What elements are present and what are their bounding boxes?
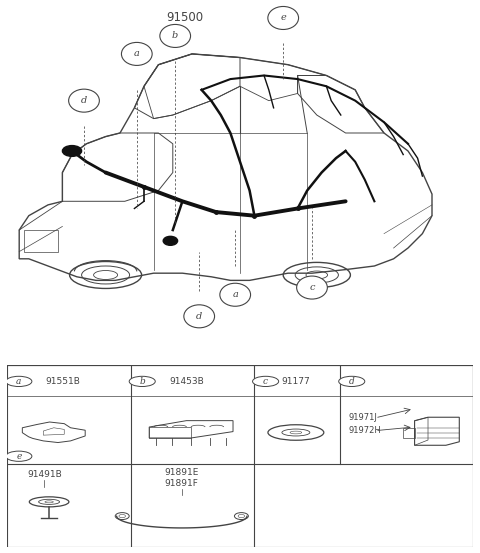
Circle shape bbox=[220, 283, 251, 306]
Circle shape bbox=[121, 43, 152, 65]
Text: c: c bbox=[309, 283, 315, 292]
Circle shape bbox=[69, 89, 99, 112]
Circle shape bbox=[252, 376, 279, 387]
Text: 91453B: 91453B bbox=[169, 377, 204, 386]
Text: a: a bbox=[232, 290, 238, 299]
Circle shape bbox=[339, 376, 365, 387]
Circle shape bbox=[160, 24, 191, 48]
Text: 91972H: 91972H bbox=[348, 426, 381, 435]
Text: a: a bbox=[16, 377, 22, 386]
Text: 91177: 91177 bbox=[281, 377, 310, 386]
Text: 91891E: 91891E bbox=[165, 468, 199, 477]
Circle shape bbox=[184, 305, 215, 328]
Text: 91971J: 91971J bbox=[348, 414, 377, 422]
Circle shape bbox=[6, 376, 32, 387]
Circle shape bbox=[6, 451, 32, 461]
Circle shape bbox=[297, 276, 327, 299]
Text: d: d bbox=[196, 312, 203, 321]
Text: b: b bbox=[172, 32, 179, 40]
Text: a: a bbox=[134, 49, 140, 59]
Text: 91551B: 91551B bbox=[46, 377, 81, 386]
Text: e: e bbox=[16, 452, 22, 461]
Text: 91500: 91500 bbox=[166, 11, 204, 24]
Text: d: d bbox=[349, 377, 355, 386]
Circle shape bbox=[129, 376, 155, 387]
Text: 91891F: 91891F bbox=[165, 479, 199, 488]
Ellipse shape bbox=[62, 145, 82, 156]
Text: 91491B: 91491B bbox=[27, 470, 62, 479]
Text: c: c bbox=[263, 377, 268, 386]
Bar bbox=[24, 230, 58, 252]
Text: d: d bbox=[81, 96, 87, 105]
Ellipse shape bbox=[163, 236, 178, 246]
Text: e: e bbox=[280, 13, 286, 23]
Text: b: b bbox=[139, 377, 145, 386]
Circle shape bbox=[268, 7, 299, 29]
